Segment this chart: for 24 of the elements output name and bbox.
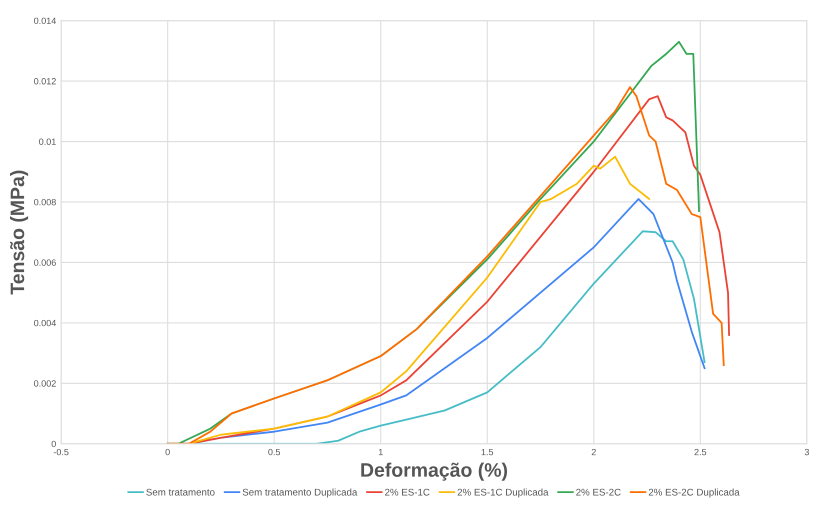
y-tick-label: 0.01 bbox=[39, 138, 56, 145]
y-tick-label: 0.004 bbox=[34, 320, 56, 326]
legend-label: 2% ES-2C bbox=[576, 488, 621, 496]
x-tick-label: 2 bbox=[592, 448, 596, 456]
x-tick-label: 3 bbox=[804, 448, 809, 456]
y-tick-label: 0.002 bbox=[34, 380, 56, 387]
y-tick-label: 0.006 bbox=[34, 259, 56, 266]
x-tick-label: 0.5 bbox=[268, 448, 280, 456]
legend-label: 2% ES-1C bbox=[385, 488, 430, 496]
legend-label: 2% ES-1C Duplicada bbox=[458, 488, 548, 498]
x-tick-label: -0.5 bbox=[54, 448, 69, 456]
x-axis-title: Deformação (%) bbox=[361, 462, 508, 481]
y-tick-label: 0.008 bbox=[34, 198, 56, 206]
x-tick-label: 2.5 bbox=[694, 448, 706, 456]
y-axis-title: Tensão (MPa) bbox=[10, 170, 28, 294]
x-tick-label: 1.5 bbox=[482, 448, 494, 456]
x-tick-label: 1 bbox=[378, 448, 383, 456]
y-tick-label: 0 bbox=[52, 440, 56, 448]
legend-label: Sem tratamento bbox=[146, 488, 215, 496]
y-tick-label: 0.014 bbox=[34, 18, 56, 24]
legend-label: Sem tratamento Duplicada bbox=[242, 488, 358, 498]
x-tick-label: 0 bbox=[166, 448, 170, 456]
legend-label: 2% ES-2C Duplicada bbox=[648, 488, 740, 498]
y-tick-label: 0.012 bbox=[34, 78, 56, 84]
